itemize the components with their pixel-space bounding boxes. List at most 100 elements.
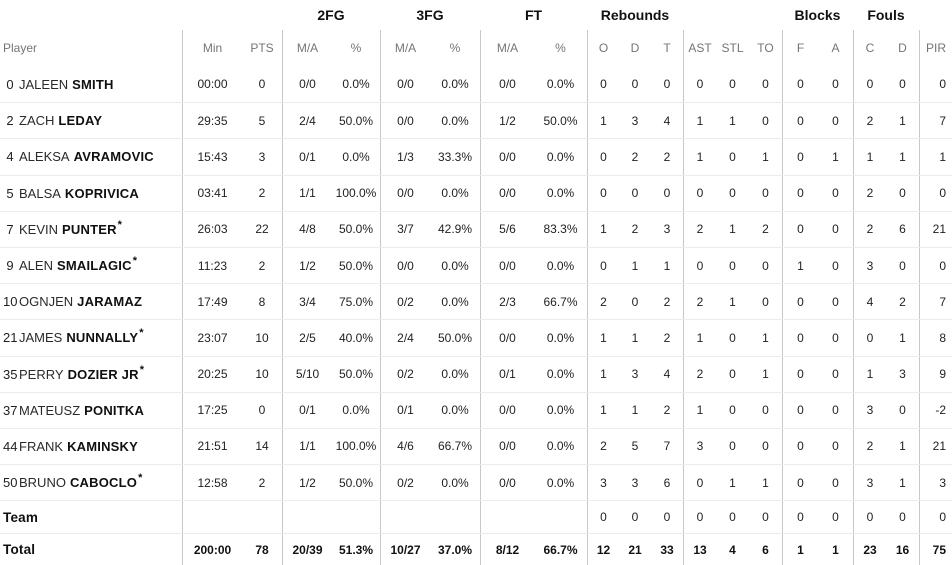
cell-2fg-pct: 0.0%	[342, 149, 370, 164]
player-first-name: JAMES	[19, 330, 63, 346]
cell-fouls-c: 1	[853, 356, 886, 392]
cell-reb-d: 1	[631, 258, 639, 273]
cell-3fg-ma: 10/27	[380, 534, 430, 565]
cell-reb-d: 0	[631, 186, 639, 201]
cell-to: 2	[762, 222, 769, 237]
cell-fouls-c: 4	[853, 284, 886, 320]
cell-3fg-ma: 1/3	[380, 139, 430, 175]
col-2fg-pct: %	[350, 41, 362, 55]
cell-3fg-ma	[380, 501, 430, 534]
cell-blocks-f: 0	[782, 501, 818, 534]
cell-stl: 0	[729, 403, 736, 418]
col-reb-o: O	[587, 30, 619, 66]
cell-reb-t: 6	[663, 475, 671, 490]
player-first-name: OGNJEN	[19, 294, 74, 310]
cell-2fg-ma: 2/4	[282, 103, 332, 139]
cell-fouls-d: 3	[899, 367, 906, 382]
player-last-name: KAMINSKY	[67, 438, 138, 454]
cell-to: 0	[762, 294, 769, 309]
player-first-name: BALSA	[19, 185, 61, 201]
cell-blocks-a: 0	[832, 294, 839, 309]
cell-to: 1	[762, 149, 769, 164]
cell-min: 15:43	[182, 139, 242, 175]
cell-2fg-ma: 1/1	[282, 175, 332, 211]
player-last-name: SMAILAGIC	[56, 258, 132, 274]
cell-3fg-ma: 0/2	[380, 465, 430, 501]
cell-pir: 0	[919, 501, 952, 534]
col-ft-pct: %	[555, 41, 566, 55]
cell-ft-ma: 0/1	[480, 356, 534, 392]
cell-pir: 75	[919, 534, 952, 565]
cell-pir: 21	[919, 428, 952, 465]
col-ft-ma: M/A	[480, 30, 534, 66]
cell-min: 23:07	[182, 320, 242, 356]
cell-reb-t: 2	[663, 149, 671, 164]
cell-to: 0	[762, 403, 769, 418]
cell-fouls-c: 2	[853, 103, 886, 139]
jersey-number: 7	[6, 221, 14, 237]
player-last-name: LEDAY	[58, 113, 103, 129]
col-blocks-a: A	[831, 41, 840, 55]
player-cell: 2 ZACH LEDAY	[0, 103, 182, 138]
cell-2fg-pct: 50.0%	[338, 475, 374, 490]
group-spacer	[919, 0, 952, 30]
player-first-name: JALEEN	[19, 76, 69, 92]
cell-fouls-d: 16	[895, 542, 910, 557]
cell-min: 21:51	[182, 428, 242, 465]
cell-reb-d: 2	[631, 222, 639, 237]
cell-2fg-ma: 5/10	[282, 356, 332, 392]
cell-pir: 9	[919, 356, 952, 392]
cell-3fg-pct: 0.0%	[441, 475, 469, 490]
cell-reb-t: 2	[663, 294, 671, 309]
col-pts: PTS	[250, 41, 274, 55]
cell-min: 00:00	[182, 66, 242, 103]
player-cell: 0 JALEEN SMITH	[0, 66, 182, 102]
cell-blocks-a: 0	[832, 439, 839, 454]
cell-fouls-c: 0	[853, 501, 886, 534]
cell-2fg-ma: 3/4	[282, 284, 332, 320]
cell-reb-o: 2	[587, 284, 619, 320]
cell-fouls-d: 0	[899, 510, 906, 525]
cell-reb-o: 1	[587, 392, 619, 428]
cell-fouls-d: 1	[899, 330, 906, 345]
cell-ft-pct: 0.0%	[546, 330, 575, 345]
player-cell: 35 PERRY DOZIER JR *	[0, 357, 182, 392]
cell-reb-d: 5	[631, 439, 639, 454]
cell-pts: 3	[258, 149, 266, 164]
cell-reb-t: 4	[663, 113, 671, 128]
cell-ft-ma: 2/3	[480, 284, 534, 320]
cell-fouls-d: 2	[899, 294, 906, 309]
col-ast: AST	[683, 30, 716, 66]
player-last-name: DOZIER JR	[67, 366, 139, 382]
cell-blocks-a: 0	[832, 113, 839, 128]
cell-pts: 10	[255, 330, 269, 345]
cell-reb-o: 1	[587, 320, 619, 356]
cell-3fg-ma: 0/2	[380, 284, 430, 320]
table-row: 35 PERRY DOZIER JR * 20:25 10 5/10 50.0%…	[0, 355, 952, 392]
cell-to: 1	[762, 367, 769, 382]
cell-fouls-d: 1	[899, 149, 906, 164]
starter-asterisk: *	[139, 327, 144, 340]
jersey-number: 10	[3, 294, 18, 310]
cell-stl: 0	[729, 149, 736, 164]
group-spacer	[0, 0, 282, 30]
jersey-number: 2	[6, 113, 14, 129]
cell-ft-ma: 0/0	[480, 428, 534, 465]
cell-2fg-pct: 50.0%	[338, 113, 374, 128]
col-fouls-d: D	[898, 41, 907, 55]
cell-ast: 0	[683, 465, 716, 501]
table-header: 2FG 3FG FT Rebounds Blocks Fouls Player …	[0, 0, 952, 66]
cell-3fg-pct	[430, 501, 480, 533]
starter-asterisk: *	[132, 255, 137, 268]
group-2fg: 2FG	[317, 7, 345, 23]
player-cell: 10 OGNJEN JARAMAZ	[0, 284, 182, 319]
cell-ft-pct: 0.0%	[546, 367, 575, 382]
cell-3fg-pct: 50.0%	[437, 330, 473, 345]
cell-ft-pct	[534, 501, 587, 533]
cell-fouls-c: 2	[853, 175, 886, 211]
cell-ft-ma: 0/0	[480, 320, 534, 356]
cell-fouls-d: 0	[899, 186, 906, 201]
cell-pir: 7	[919, 103, 952, 139]
cell-blocks-a: 0	[832, 475, 839, 490]
cell-reb-o: 12	[587, 534, 619, 565]
